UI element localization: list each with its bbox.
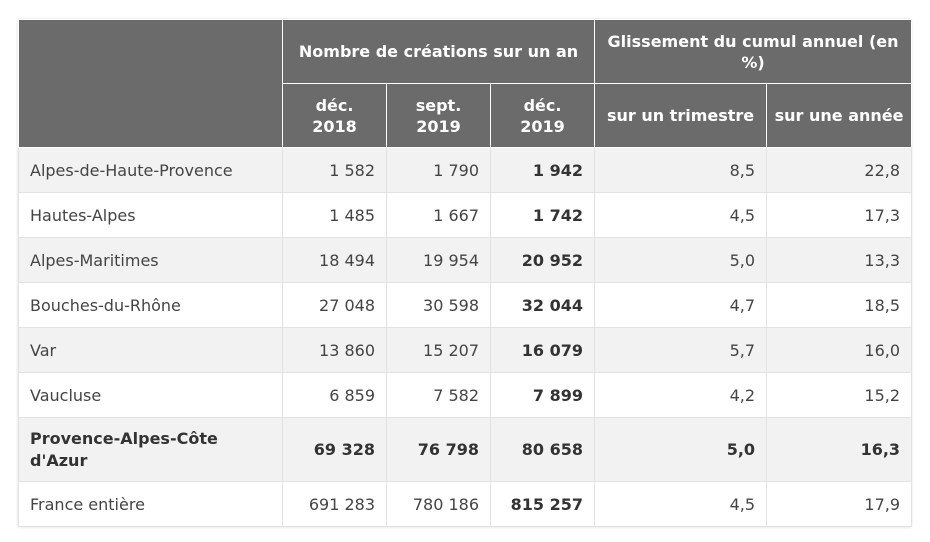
table-row-region-total: Provence-Alpes-Côte d'Azur 69 328 76 798… [18,417,913,482]
row-label: Vaucluse [18,372,283,418]
cell-dec-2019: 1 942 [489,147,596,193]
header-dec-2019: déc. 2019 [489,83,596,148]
header-group-creations: Nombre de créations sur un an [281,19,596,84]
cell-trimestre: 4,7 [594,282,768,328]
cell-dec-2018: 69 328 [282,417,387,482]
table-row: Vaucluse 6 859 7 582 7 899 4,2 15,2 [18,372,913,418]
cell-annee: 17,3 [766,192,913,238]
table-row: Hautes-Alpes 1 485 1 667 1 742 4,5 17,3 [18,192,913,238]
cell-dec-2018: 27 048 [282,282,387,328]
creations-table: Nombre de créations sur un an Glissement… [18,19,913,527]
cell-sept-2019: 30 598 [386,282,491,328]
cell-sept-2019: 19 954 [386,237,491,283]
cell-sept-2019: 780 186 [386,481,491,527]
cell-sept-2019: 76 798 [386,417,491,482]
cell-dec-2019: 32 044 [489,282,596,328]
header-trimestre: sur un trimestre [594,83,768,148]
header-sept-2019: sept. 2019 [386,83,491,148]
cell-trimestre: 8,5 [594,147,768,193]
row-label: Alpes-Maritimes [18,237,283,283]
cell-trimestre: 5,7 [594,327,768,373]
row-label: Hautes-Alpes [18,192,283,238]
cell-dec-2019: 815 257 [489,481,596,527]
cell-annee: 15,2 [766,372,913,418]
cell-annee: 16,3 [766,417,913,482]
cell-dec-2019: 20 952 [489,237,596,283]
cell-trimestre: 5,0 [594,417,768,482]
table-row: Var 13 860 15 207 16 079 5,7 16,0 [18,327,913,373]
row-label: Provence-Alpes-Côte d'Azur [18,417,283,482]
table-row: Alpes-de-Haute-Provence 1 582 1 790 1 94… [18,147,913,193]
cell-trimestre: 4,2 [594,372,768,418]
cell-dec-2019: 1 742 [489,192,596,238]
cell-trimestre: 4,5 [594,192,768,238]
row-label: Alpes-de-Haute-Provence [18,147,283,193]
header-row-groups: Nombre de créations sur un an Glissement… [18,19,913,148]
cell-trimestre: 5,0 [594,237,768,283]
table-row: Alpes-Maritimes 18 494 19 954 20 952 5,0… [18,237,913,283]
cell-dec-2018: 18 494 [282,237,387,283]
table-row: France entière 691 283 780 186 815 257 4… [18,481,913,527]
cell-annee: 13,3 [766,237,913,283]
cell-dec-2018: 6 859 [282,372,387,418]
row-label: Var [18,327,283,373]
row-label: France entière [18,481,283,527]
cell-trimestre: 4,5 [594,481,768,527]
cell-annee: 17,9 [766,481,913,527]
cell-dec-2018: 13 860 [282,327,387,373]
cell-annee: 16,0 [766,327,913,373]
row-label: Bouches-du-Rhône [18,282,283,328]
cell-annee: 22,8 [766,147,913,193]
table-row: Bouches-du-Rhône 27 048 30 598 32 044 4,… [18,282,913,328]
cell-dec-2019: 80 658 [489,417,596,482]
header-group-glissement: Glissement du cumul annuel (en %) [594,19,913,84]
data-table-container: Nombre de créations sur un an Glissement… [18,19,913,527]
cell-sept-2019: 7 582 [386,372,491,418]
cell-dec-2018: 691 283 [282,481,387,527]
cell-dec-2019: 16 079 [489,327,596,373]
cell-dec-2018: 1 582 [282,147,387,193]
header-dec-2018: déc. 2018 [282,83,387,148]
cell-sept-2019: 15 207 [386,327,491,373]
cell-sept-2019: 1 667 [386,192,491,238]
header-row-sub: déc. 2018 sept. 2019 déc. 2019 sur un tr… [19,83,913,148]
header-corner [18,19,283,148]
header-annee: sur une année [766,83,913,148]
cell-dec-2019: 7 899 [489,372,596,418]
cell-dec-2018: 1 485 [282,192,387,238]
cell-sept-2019: 1 790 [386,147,491,193]
cell-annee: 18,5 [766,282,913,328]
